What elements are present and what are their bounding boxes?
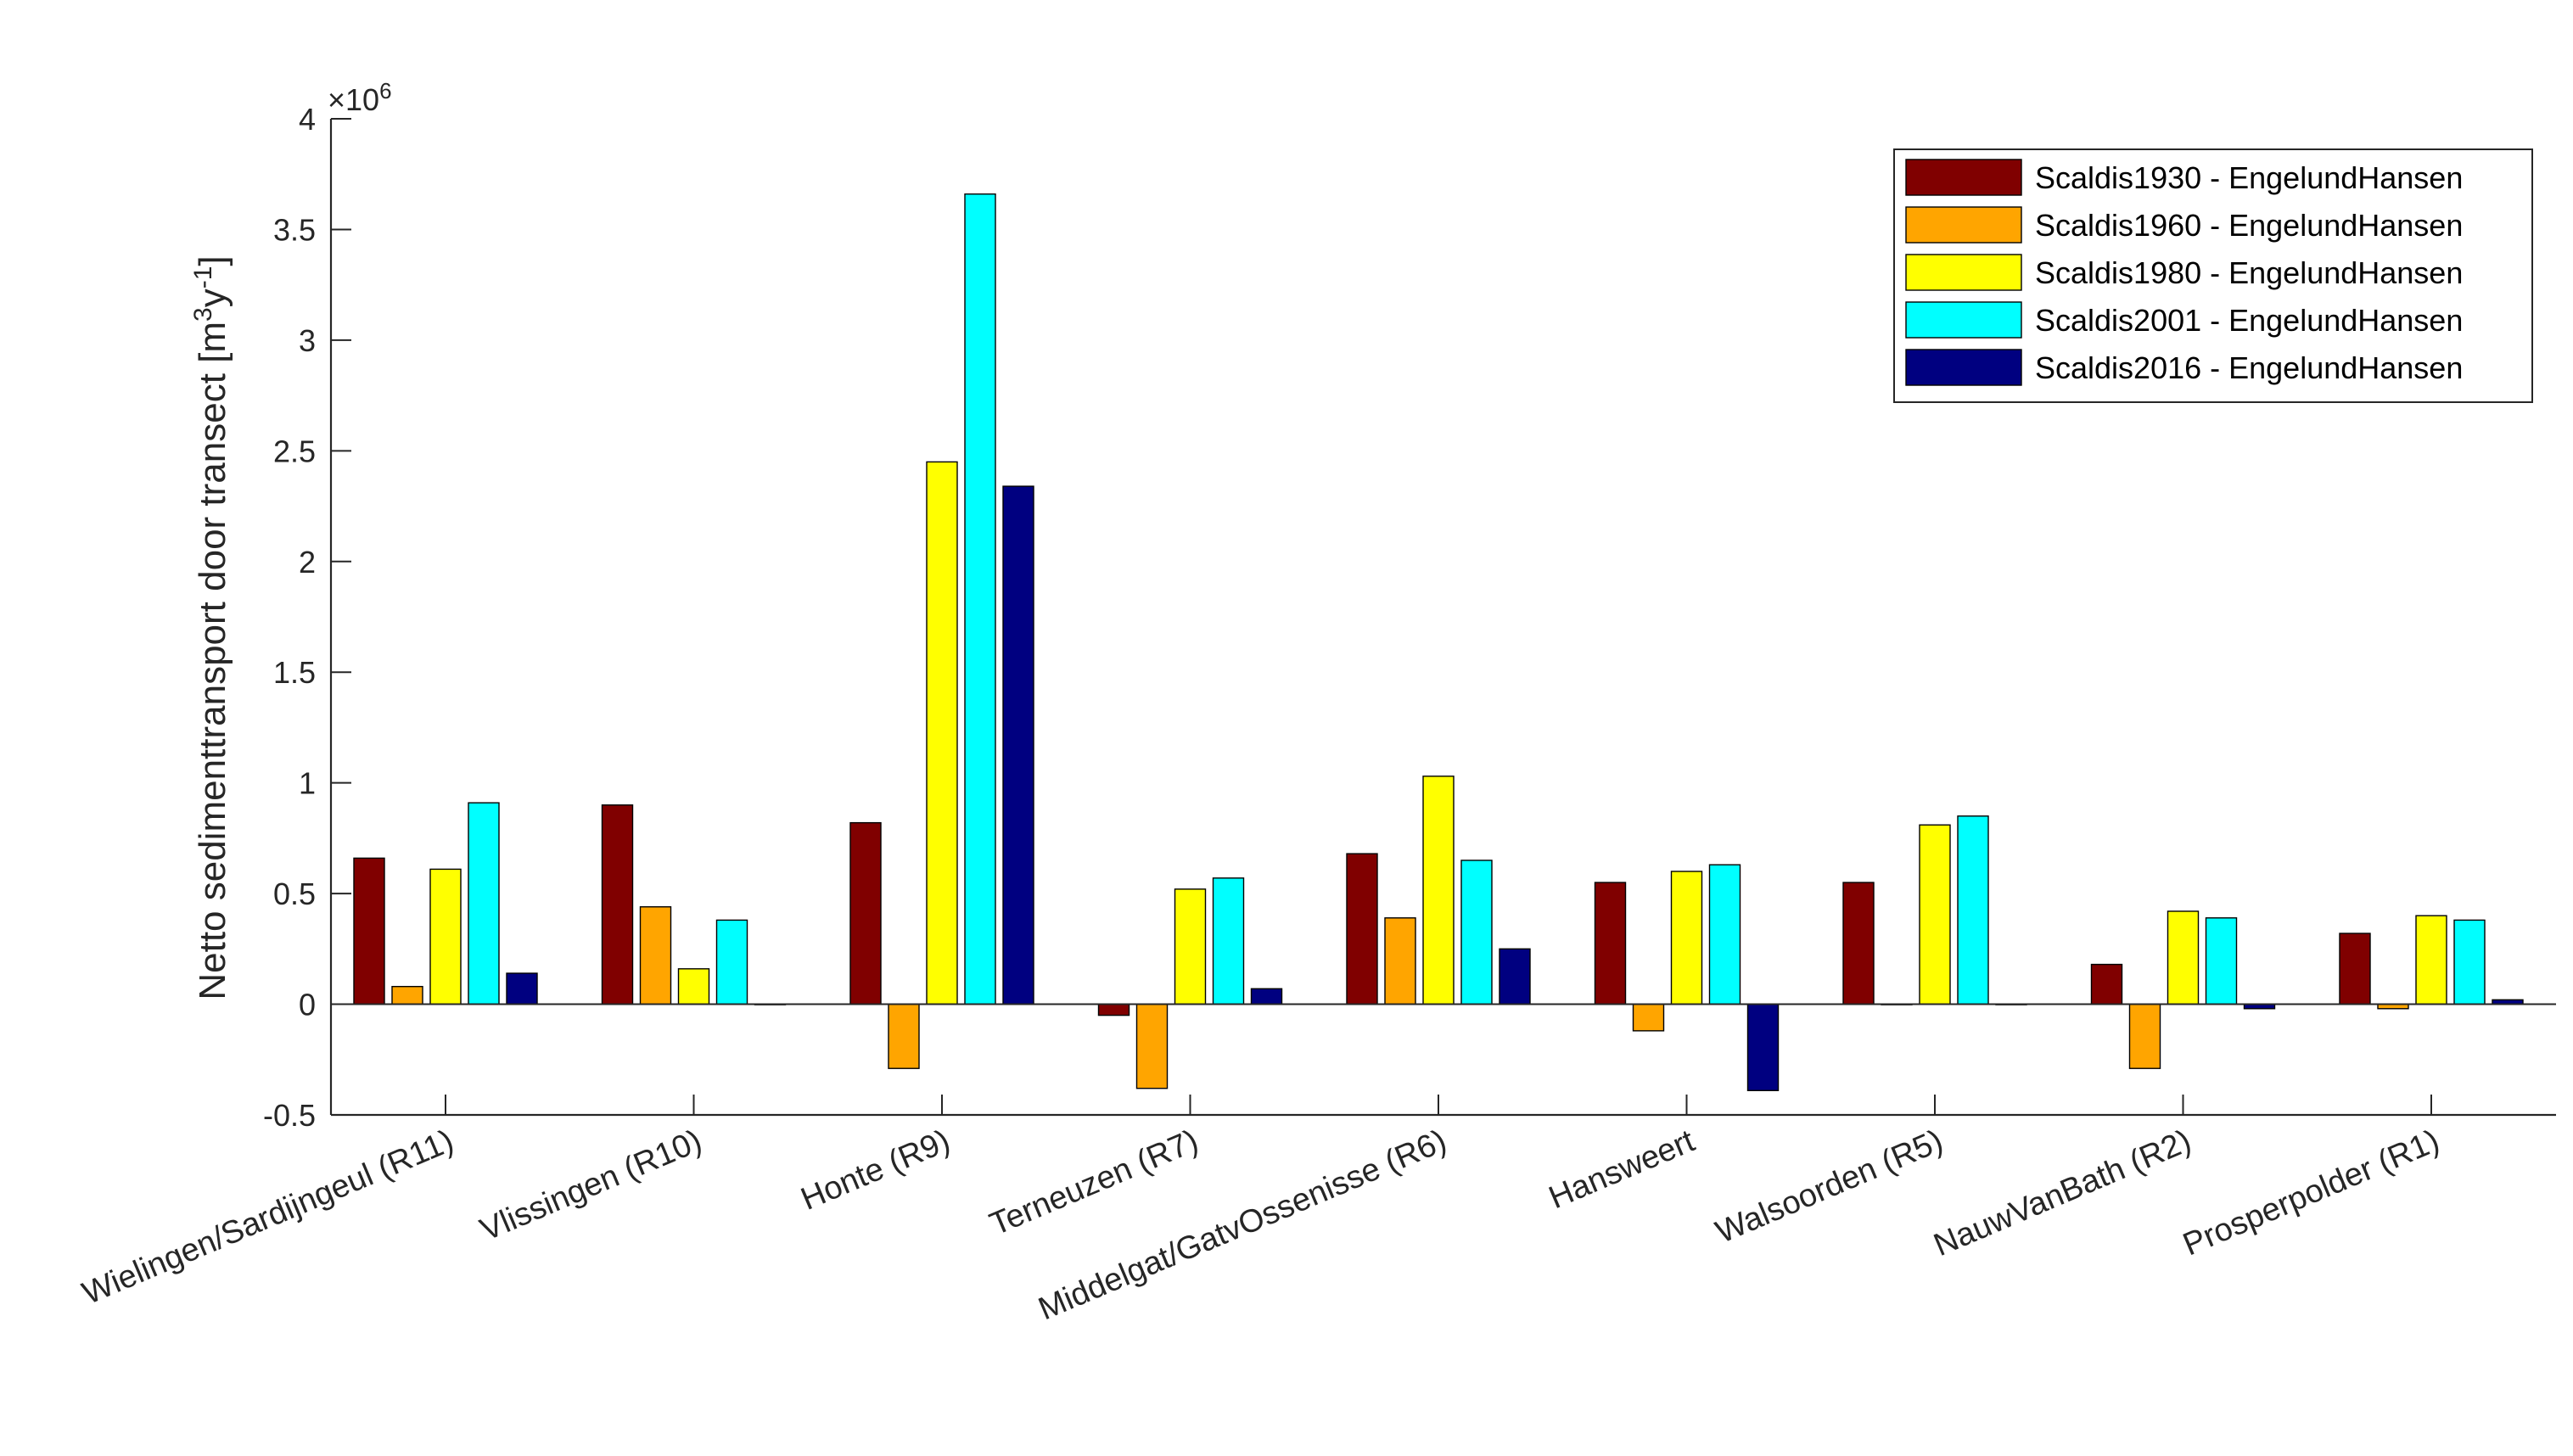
y-tick-label: 1.5 bbox=[273, 655, 316, 690]
bars-layer bbox=[353, 193, 2524, 1092]
bar bbox=[2167, 910, 2200, 1005]
bar bbox=[1212, 877, 1245, 1005]
y-tick-label: 0 bbox=[299, 988, 316, 1022]
x-tick-label: Honte (R9) bbox=[796, 1123, 955, 1218]
bar bbox=[2205, 917, 2238, 1005]
bar bbox=[2339, 932, 2371, 1005]
bar bbox=[391, 985, 423, 1005]
bar bbox=[1632, 1003, 1665, 1032]
y-multiplier-exponent: 6 bbox=[379, 78, 391, 104]
y-multiplier-base: ×10 bbox=[328, 82, 379, 117]
x-tick-label: Hansweert bbox=[1544, 1123, 1700, 1216]
bar bbox=[1135, 1003, 1169, 1089]
bar bbox=[1499, 948, 1531, 1005]
series-2 bbox=[391, 906, 2409, 1089]
legend-label: Scaldis1960 - EngelundHansen bbox=[2035, 208, 2463, 243]
legend-swatch bbox=[1905, 159, 2022, 196]
bar bbox=[1002, 485, 1034, 1005]
legend-label: Scaldis2001 - EngelundHansen bbox=[2035, 303, 2463, 338]
x-tick-label: Middelgat/GatvOssenisse (R6) bbox=[1034, 1123, 1452, 1328]
legend-swatch bbox=[1905, 254, 2022, 291]
x-tick-label: Vlissingen (R10) bbox=[475, 1123, 707, 1249]
bar bbox=[1919, 824, 1951, 1005]
bar bbox=[353, 857, 385, 1005]
bar bbox=[1384, 917, 1416, 1005]
bar bbox=[677, 968, 710, 1005]
bar bbox=[2415, 915, 2447, 1005]
bar bbox=[1174, 888, 1207, 1005]
y-tick-label: 2.5 bbox=[273, 434, 316, 468]
bar bbox=[2090, 963, 2123, 1005]
bar bbox=[1670, 871, 1703, 1005]
legend-swatch bbox=[1905, 349, 2022, 386]
y-tick-label: 1 bbox=[299, 766, 316, 801]
y-multiplier: ×106 bbox=[328, 78, 392, 117]
legend-swatch bbox=[1905, 206, 2022, 244]
bar bbox=[849, 821, 882, 1005]
y-tick-label: 4 bbox=[299, 102, 316, 137]
series-3 bbox=[429, 461, 2447, 1005]
y-axis-title: Netto sedimenttransport door transect [m… bbox=[189, 255, 233, 1000]
x-tick-label: NauwVanBath (R2) bbox=[1929, 1123, 2196, 1263]
bar bbox=[1957, 815, 1989, 1005]
y-tick-label: 0.5 bbox=[273, 876, 316, 911]
legend-swatch bbox=[1905, 301, 2022, 339]
bar bbox=[1842, 882, 1875, 1005]
bar bbox=[506, 972, 538, 1005]
y-tick-label: 3.5 bbox=[273, 212, 316, 247]
bar bbox=[1594, 882, 1627, 1005]
series-1 bbox=[353, 804, 2371, 1016]
bar bbox=[2128, 1003, 2161, 1069]
y-tick-label: -0.5 bbox=[263, 1098, 316, 1133]
bar bbox=[429, 868, 462, 1005]
bar bbox=[1460, 860, 1493, 1005]
x-tick-label: Terneuzen (R7) bbox=[985, 1123, 1203, 1243]
bar bbox=[715, 919, 748, 1005]
legend: Scaldis1930 - EngelundHansen Scaldis1960 … bbox=[1893, 148, 2533, 403]
svg-text:×106: ×106 bbox=[328, 78, 392, 117]
y-tick-label: 3 bbox=[299, 323, 316, 358]
bar bbox=[601, 804, 634, 1005]
bar bbox=[1708, 864, 1741, 1005]
legend-label: Scaldis1980 - EngelundHansen bbox=[2035, 255, 2463, 290]
bar bbox=[926, 461, 958, 1005]
legend-label: Scaldis1930 - EngelundHansen bbox=[2035, 160, 2463, 195]
bar bbox=[964, 193, 996, 1005]
legend-label: Scaldis2016 - EngelundHansen bbox=[2035, 350, 2463, 385]
bar bbox=[1097, 1003, 1130, 1016]
bar bbox=[1250, 988, 1283, 1005]
bar bbox=[2453, 919, 2486, 1005]
x-tick-label: Walsoorden (R5) bbox=[1711, 1123, 1948, 1251]
x-tick-label: Wielingen/Sardijngeul (R11) bbox=[77, 1123, 458, 1312]
bar bbox=[888, 1003, 920, 1069]
bar bbox=[639, 906, 672, 1005]
series-4 bbox=[468, 193, 2486, 1005]
x-tick-label: Prosperpolder (R1) bbox=[2178, 1123, 2445, 1263]
bar bbox=[468, 802, 500, 1005]
y-tick-label: 2 bbox=[299, 545, 316, 580]
bar bbox=[1746, 1003, 1780, 1092]
bar bbox=[1346, 853, 1378, 1005]
bar bbox=[1422, 776, 1455, 1005]
series-5 bbox=[506, 485, 2524, 1092]
